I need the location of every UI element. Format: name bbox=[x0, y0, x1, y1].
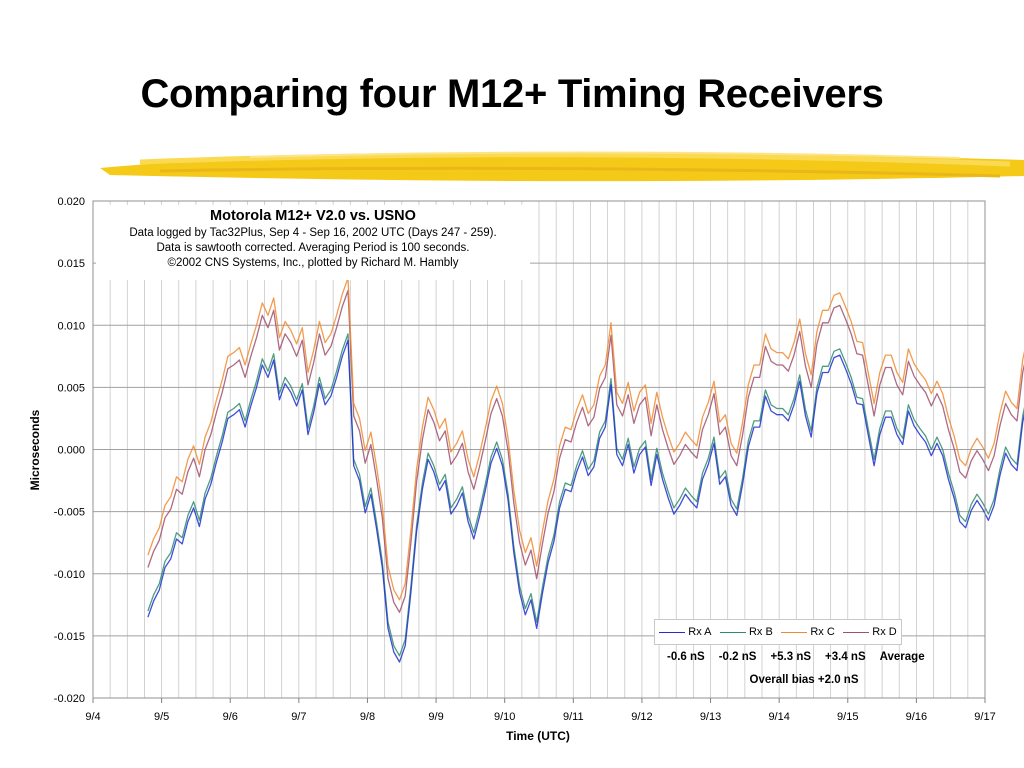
legend-item-rx-c: Rx C bbox=[781, 626, 835, 638]
x-tick-label: 9/7 bbox=[291, 711, 306, 723]
bias-average-label: Average bbox=[879, 651, 925, 663]
legend-label-rx-c: Rx C bbox=[810, 626, 835, 638]
legend-item-rx-a: Rx A bbox=[659, 626, 711, 638]
x-tick-label: 9/6 bbox=[223, 711, 238, 723]
chart-title: Motorola M12+ V2.0 vs. USNO bbox=[210, 208, 416, 224]
legend-label-rx-d: Rx D bbox=[872, 626, 897, 638]
chart-legend: Rx A Rx B Rx C Rx D bbox=[654, 619, 902, 645]
x-tick-label: 9/17 bbox=[974, 711, 995, 723]
y-tick-label: 0.015 bbox=[57, 258, 85, 270]
slide-title: Comparing four M12+ Timing Receivers bbox=[140, 72, 884, 116]
y-tick-label: -0.020 bbox=[54, 693, 85, 705]
series-line-rx-b bbox=[147, 333, 1024, 657]
x-tick-label: 9/5 bbox=[154, 711, 169, 723]
x-axis-title: Time (UTC) bbox=[506, 729, 570, 743]
legend-swatch-rx-b bbox=[719, 631, 746, 633]
x-tick-label: 9/10 bbox=[494, 711, 515, 723]
x-tick-label: 9/11 bbox=[563, 711, 584, 723]
x-tick-label: 9/12 bbox=[631, 711, 652, 723]
chart-subtitle-line2: Data is sawtooth corrected. Averaging Pe… bbox=[156, 242, 470, 254]
chart-subtitle-line3: ©2002 CNS Systems, Inc., plotted by Rich… bbox=[167, 257, 459, 269]
chart-axes: 0.020 0.015 0.010 0.005 0.000 -0.005 -0.010 -0.… bbox=[54, 196, 996, 723]
legend-swatch-rx-a bbox=[659, 631, 686, 633]
bias-rx-a: -0.6 nS bbox=[667, 651, 705, 663]
y-tick-label: 0.010 bbox=[57, 320, 85, 332]
y-tick-label: -0.015 bbox=[54, 631, 85, 643]
legend-swatch-rx-c bbox=[781, 631, 808, 633]
bias-rx-b: -0.2 nS bbox=[718, 651, 757, 663]
y-tick-label: 0.000 bbox=[57, 445, 85, 457]
bias-rx-c: +5.3 nS bbox=[770, 651, 812, 663]
x-tick-label: 9/8 bbox=[360, 711, 375, 723]
legend-swatch-rx-d bbox=[843, 631, 870, 633]
chart-subtitle-line1: Data logged by Tac32Plus, Sep 4 - Sep 16… bbox=[129, 227, 497, 239]
x-tick-label: 9/14 bbox=[768, 711, 789, 723]
legend-item-rx-b: Rx B bbox=[719, 626, 773, 638]
bias-values-row: -0.6 nS -0.2 nS +5.3 nS +3.4 nS Average bbox=[654, 651, 974, 663]
y-tick-label: 0.020 bbox=[57, 196, 85, 208]
y-tick-label: -0.005 bbox=[54, 507, 85, 519]
series-line-rx-d bbox=[147, 289, 1024, 613]
x-tick-label: 9/9 bbox=[428, 711, 443, 723]
y-tick-label: 0.005 bbox=[57, 382, 85, 394]
chart-series bbox=[147, 277, 1024, 663]
plot-area-border bbox=[92, 200, 986, 699]
y-tick-label: -0.010 bbox=[54, 569, 85, 581]
chart-info-box: Motorola M12+ V2.0 vs. USNO Data logged … bbox=[96, 205, 530, 280]
x-tick-label: 9/4 bbox=[85, 711, 100, 723]
series-line-rx-a bbox=[147, 339, 1024, 663]
series-line-rx-c bbox=[147, 277, 1024, 601]
legend-item-rx-d: Rx D bbox=[843, 626, 897, 638]
x-tick-label: 9/16 bbox=[906, 711, 927, 723]
x-tick-label: 9/15 bbox=[837, 711, 858, 723]
bias-rx-d: +3.4 nS bbox=[825, 651, 866, 663]
legend-label-rx-a: Rx A bbox=[688, 626, 712, 638]
legend-label-rx-b: Rx B bbox=[748, 626, 773, 638]
y-axis-title: Microseconds bbox=[28, 409, 42, 490]
overall-bias: Overall bias +2.0 nS bbox=[749, 674, 859, 686]
x-tick-label: 9/13 bbox=[700, 711, 721, 723]
